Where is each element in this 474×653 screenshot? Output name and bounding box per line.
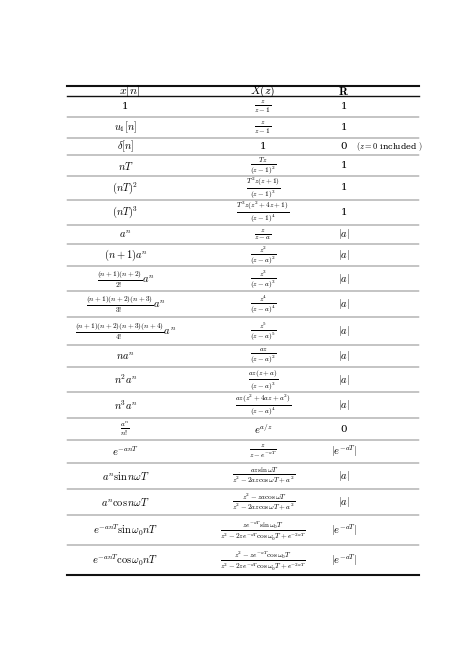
Text: $\frac{(n+1)(n+2)(n+3)(n+4)}{4!}a^n$: $\frac{(n+1)(n+2)(n+3)(n+4)}{4!}a^n$ [75,320,176,342]
Text: $n^3a^n$: $n^3a^n$ [113,398,137,412]
Text: $|a|$: $|a|$ [338,324,350,338]
Text: $|a|$: $|a|$ [338,272,350,286]
Text: $\frac{z^4}{(z-a)^4}$: $\frac{z^4}{(z-a)^4}$ [250,293,276,315]
Text: 1: 1 [341,183,347,193]
Text: $\frac{z}{z-1}$: $\frac{z}{z-1}$ [255,119,272,136]
Text: 1: 1 [341,208,347,217]
Text: $\frac{az}{(z-a)^2}$: $\frac{az}{(z-a)^2}$ [250,347,276,366]
Text: $x[n]$: $x[n]$ [118,84,139,99]
Text: $|a|$: $|a|$ [338,297,350,311]
Text: $e^{-anT}\sin\omega_0 nT$: $e^{-anT}\sin\omega_0 nT$ [93,522,158,537]
Text: 1: 1 [341,123,347,133]
Text: $|e^{-aT}|$: $|e^{-aT}|$ [331,522,357,538]
Text: $a^n\sin n\omega T$: $a^n\sin n\omega T$ [101,470,149,482]
Text: 0: 0 [341,142,347,151]
Text: $\frac{a^n}{n!}$: $\frac{a^n}{n!}$ [120,421,130,438]
Text: $(z = 0$ included $)$: $(z = 0$ included $)$ [356,140,423,153]
Text: 1: 1 [341,161,347,170]
Text: 0: 0 [341,425,347,434]
Text: $\frac{az(z+a)}{(z-a)^3}$: $\frac{az(z+a)}{(z-a)^3}$ [248,368,278,392]
Text: $na^n$: $na^n$ [116,350,135,362]
Text: $|a|$: $|a|$ [338,469,350,483]
Text: $a^n$: $a^n$ [119,229,132,240]
Text: $nT$: $nT$ [118,160,133,172]
Text: $u_1[n]$: $u_1[n]$ [114,120,137,135]
Text: $a^n\cos n\omega T$: $a^n\cos n\omega T$ [101,496,150,508]
Text: $\frac{T^3z(z^2+4z+1)}{(z-1)^4}$: $\frac{T^3z(z^2+4z+1)}{(z-1)^4}$ [237,200,290,225]
Text: $\frac{z}{z-a}$: $\frac{z}{z-a}$ [255,227,272,242]
Text: $e^{-anT}\cos\omega_0 nT$: $e^{-anT}\cos\omega_0 nT$ [92,552,158,567]
Text: $|e^{-aT}|$: $|e^{-aT}|$ [331,444,357,459]
Text: $\delta[n]$: $\delta[n]$ [117,139,134,155]
Text: $\frac{az(z^2+4az+a^2)}{(z-a)^4}$: $\frac{az(z^2+4az+a^2)}{(z-a)^4}$ [235,392,292,417]
Text: $|a|$: $|a|$ [338,495,350,509]
Text: $n^2a^n$: $n^2a^n$ [113,373,137,387]
Text: $|a|$: $|a|$ [338,248,350,263]
Text: $(nT)^3$: $(nT)^3$ [112,204,138,220]
Text: $e^{-anT}$: $e^{-anT}$ [112,445,139,458]
Text: $\frac{Tz}{(z-1)^2}$: $\frac{Tz}{(z-1)^2}$ [250,155,276,176]
Text: $\frac{z}{z-1}$: $\frac{z}{z-1}$ [255,99,272,115]
Text: $\frac{z^2}{(z-a)^2}$: $\frac{z^2}{(z-a)^2}$ [250,244,276,266]
Text: $\frac{z^2-ze^{-aT}\cos\omega_0 T}{z^2-2ze^{-aT}\cos\omega_0 T+e^{-2aT}}$: $\frac{z^2-ze^{-aT}\cos\omega_0 T}{z^2-2… [220,549,306,571]
Text: $e^{a/z}$: $e^{a/z}$ [254,422,273,436]
Text: 1: 1 [122,103,128,111]
Text: $|a|$: $|a|$ [338,227,350,242]
Text: $(n+1)a^n$: $(n+1)a^n$ [103,247,147,263]
Text: $|a|$: $|a|$ [338,373,350,387]
Text: $\mathbf{R}$: $\mathbf{R}$ [338,85,349,98]
Text: $X(z)$: $X(z)$ [250,84,276,99]
Text: $|a|$: $|a|$ [338,398,350,412]
Text: $\frac{ze^{-aT}\sin\omega_0 T}{z^2-2ze^{-aT}\cos\omega_0 T+e^{-2aT}}$: $\frac{ze^{-aT}\sin\omega_0 T}{z^2-2ze^{… [220,518,306,541]
Text: $\frac{az\sin\omega T}{z^2-2az\cos\omega T+a^2}$: $\frac{az\sin\omega T}{z^2-2az\cos\omega… [231,466,295,485]
Text: $(nT)^2$: $(nT)^2$ [112,180,138,196]
Text: 1: 1 [341,103,347,111]
Text: $\frac{T^2z(z+1)}{(z-1)^3}$: $\frac{T^2z(z+1)}{(z-1)^3}$ [246,176,281,200]
Text: $|a|$: $|a|$ [338,349,350,363]
Text: $\frac{z}{z-e^{-aT}}$: $\frac{z}{z-e^{-aT}}$ [249,443,277,460]
Text: $\frac{(n+1)(n+2)(n+3)}{3!}a^n$: $\frac{(n+1)(n+2)(n+3)}{3!}a^n$ [86,293,165,315]
Text: 1: 1 [260,142,266,151]
Text: $|e^{-aT}|$: $|e^{-aT}|$ [331,552,357,568]
Text: $\frac{z^2-za\cos\omega T}{z^2-2az\cos\omega T+a^2}$: $\frac{z^2-za\cos\omega T}{z^2-2az\cos\o… [231,492,295,512]
Text: $\frac{(n+1)(n+2)}{2!}a^n$: $\frac{(n+1)(n+2)}{2!}a^n$ [97,268,154,290]
Text: $\frac{z^5}{(z-a)^5}$: $\frac{z^5}{(z-a)^5}$ [250,320,276,342]
Text: $\frac{z^3}{(z-a)^3}$: $\frac{z^3}{(z-a)^3}$ [250,268,276,290]
